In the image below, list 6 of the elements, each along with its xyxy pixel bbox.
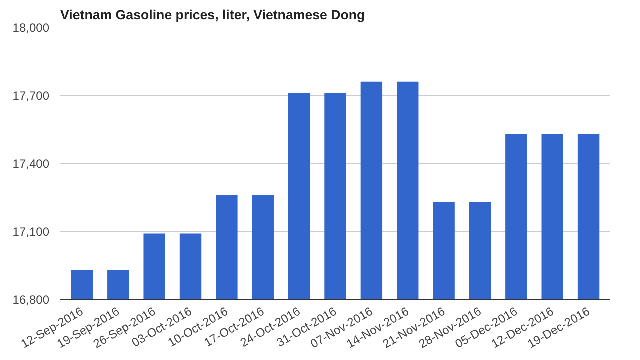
y-tick-label: 16,800 [12, 293, 50, 307]
y-tick-label: 17,700 [12, 89, 50, 103]
y-tick-label: 17,100 [12, 225, 50, 239]
y-tick-label: 17,400 [12, 157, 50, 171]
chart-title: Vietnam Gasoline prices, liter, Vietnamese Dong [60, 8, 366, 22]
y-tick-label: 18,000 [12, 21, 50, 35]
